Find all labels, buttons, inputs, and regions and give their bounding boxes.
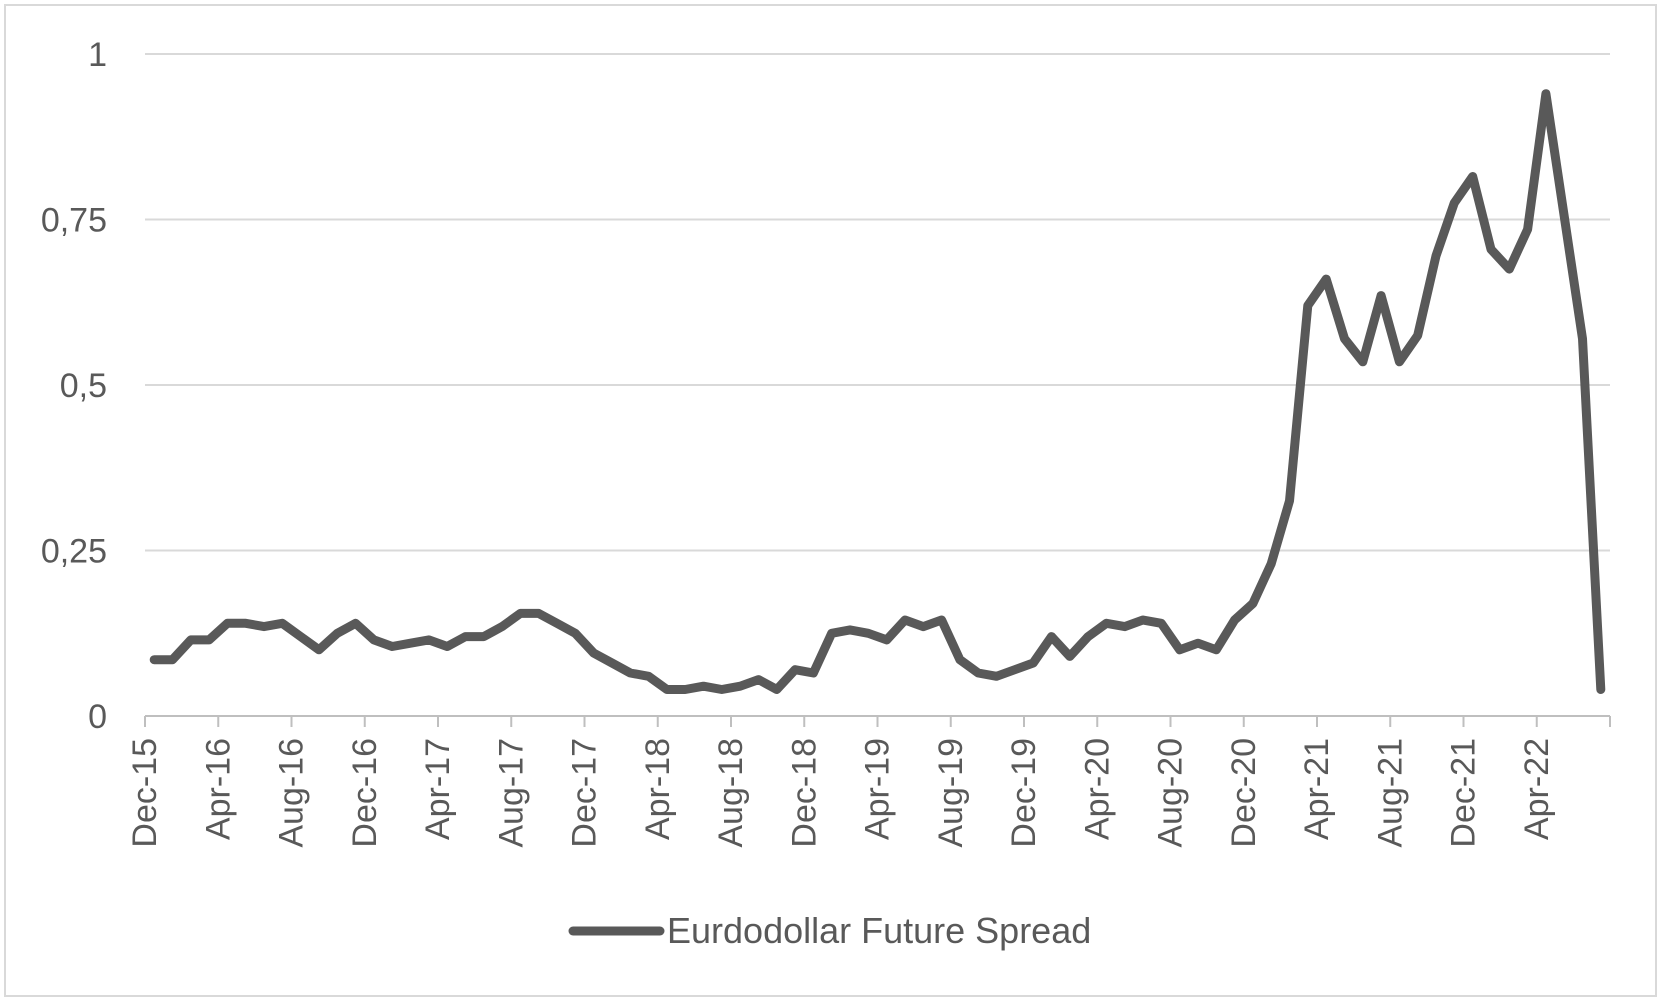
x-tick-label: Apr-17 [419, 738, 457, 840]
x-axis-labels: Dec-15 Apr-16 Aug-16 Dec-16 Apr-17 Aug-17 Dec-… [126, 738, 1556, 848]
legend-label: Eurdodollar Future Spread [667, 910, 1091, 951]
x-tick-label: Dec-16 [346, 738, 384, 848]
x-tick-label: Apr-19 [859, 738, 897, 840]
x-tick-label: Dec-21 [1445, 738, 1483, 848]
y-tick-label: 0,5 [60, 367, 107, 405]
x-tick-label: Dec-19 [1005, 738, 1043, 848]
x-tick-label: Apr-21 [1298, 738, 1336, 840]
y-axis-labels: 0 0,25 0,5 0,75 1 [41, 36, 107, 736]
y-tick-label: 0 [88, 698, 107, 736]
x-tick-label: Apr-20 [1078, 738, 1116, 840]
series-line [149, 89, 1606, 694]
x-tick-label: Apr-18 [639, 738, 677, 840]
x-axis-ticks [144, 716, 1611, 727]
x-tick-label: Aug-19 [932, 738, 970, 848]
x-tick-label: Aug-18 [712, 738, 750, 848]
x-tick-label: Aug-21 [1371, 738, 1409, 848]
y-tick-label: 0,25 [41, 533, 107, 571]
legend: Eurdodollar Future Spread [568, 910, 1091, 951]
x-tick-label: Aug-17 [492, 738, 530, 848]
chart-frame [4, 4, 1657, 997]
x-tick-label: Aug-20 [1152, 738, 1190, 848]
series-group [149, 89, 1606, 694]
x-tick-label: Apr-22 [1518, 738, 1556, 840]
y-tick-label: 1 [88, 36, 107, 74]
y-tick-label: 0,75 [41, 202, 107, 240]
x-tick-label: Apr-16 [199, 738, 237, 840]
x-tick-label: Dec-18 [785, 738, 823, 848]
x-tick-label: Aug-16 [273, 738, 311, 848]
x-tick-label: Dec-15 [126, 738, 164, 848]
x-tick-label: Dec-20 [1225, 738, 1263, 848]
gridlines [145, 53, 1610, 552]
x-tick-label: Dec-17 [566, 738, 604, 848]
